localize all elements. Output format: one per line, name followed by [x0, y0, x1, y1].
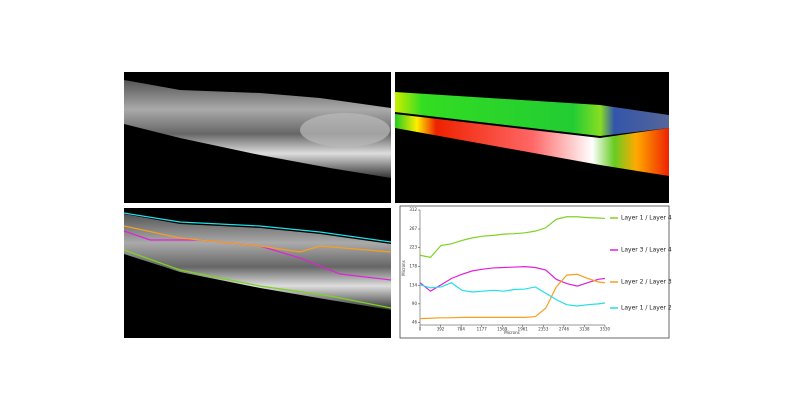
y-tick-label: 134 [409, 282, 417, 287]
data-line [419, 216, 606, 259]
data-line [419, 282, 606, 307]
data-line [419, 266, 606, 292]
y-tick-label: 46 [412, 319, 418, 324]
y-tick-label: 267 [409, 226, 417, 231]
x-tick-label: 784 [457, 327, 465, 332]
legend-label: Layer 1 / Layer 2 [621, 305, 672, 312]
thickness-map [395, 72, 669, 203]
x-tick-label: 2353 [538, 327, 549, 332]
oct-scan [124, 72, 391, 203]
y-tick-label: 312 [409, 207, 417, 212]
segmented-scan [123, 208, 392, 338]
x-tick-label: 3138 [579, 327, 590, 332]
y-tick-label: 178 [409, 264, 417, 269]
x-tick-label: 1177 [477, 327, 488, 332]
legend-label: Layer 2 / Layer 3 [621, 279, 672, 286]
y-tick-label: 90 [412, 301, 418, 306]
legend-label: Layer 1 / Layer 4 [621, 215, 672, 222]
plot: 46 90 134 178 223 267 312 0 392 784 1177 1569 1961 23… [409, 207, 672, 332]
y-tick-label: 223 [409, 245, 417, 250]
chart-frame [399, 205, 670, 339]
x-tick-label: 2746 [559, 327, 570, 332]
x-tick-label: 3530 [600, 327, 611, 332]
x-axis-label: Microns [504, 330, 519, 335]
y-axis-label: Microns [401, 260, 406, 275]
data-line [419, 273, 606, 320]
x-tick-label: 1961 [518, 327, 529, 332]
x-tick-label: 0 [419, 327, 422, 332]
x-tick-label: 392 [437, 327, 445, 332]
x-tick-label: 1569 [497, 327, 508, 332]
legend-label: Layer 3 / Layer 4 [621, 247, 672, 254]
